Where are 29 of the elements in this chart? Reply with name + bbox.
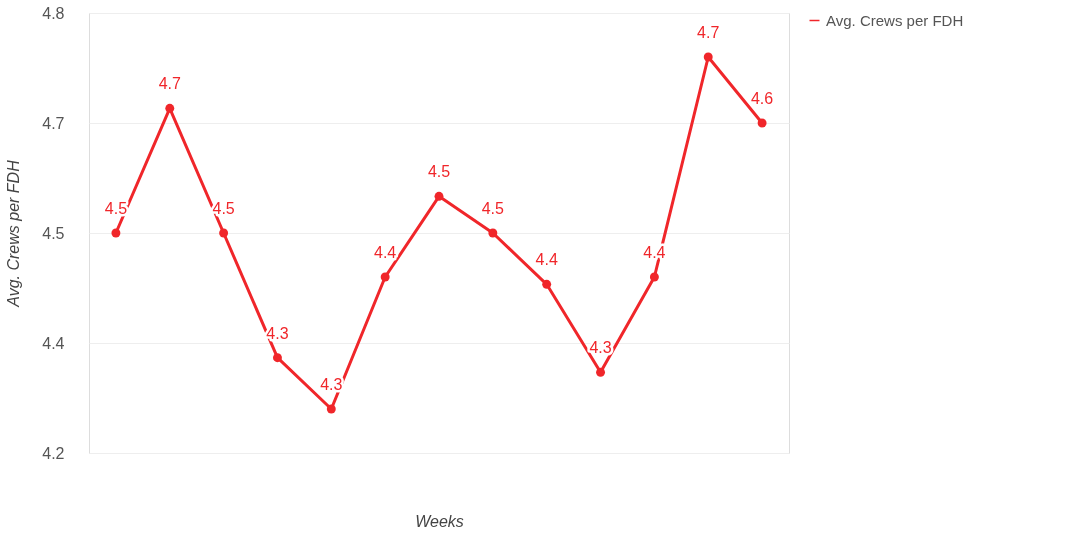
data-label: 4.4 — [535, 251, 558, 269]
data-label: 4.7 — [158, 75, 181, 93]
point — [703, 52, 713, 62]
data-label: 4.5 — [481, 200, 505, 217]
y-tick-label: 4.2 — [42, 444, 65, 462]
point — [488, 228, 498, 238]
data-label: 4.5 — [427, 163, 451, 181]
data-label: 4.6 — [750, 90, 774, 107]
y-axis-title: Avg. Crews per FDH — [5, 159, 23, 308]
legend-label: Avg. Crews per FDH — [826, 11, 964, 29]
point — [434, 191, 444, 201]
y-tick-label: 4.4 — [42, 334, 65, 352]
point — [111, 228, 121, 238]
data-label: 4.3 — [589, 339, 612, 357]
data-label: 4.4 — [374, 244, 397, 261]
y-tick-label: 4.8 — [42, 4, 65, 22]
point — [165, 103, 175, 113]
x-axis-title: Weeks — [415, 512, 464, 530]
y-tick-label: 4.5 — [42, 224, 65, 242]
point — [380, 272, 390, 282]
point — [542, 279, 552, 289]
point — [596, 367, 606, 377]
point — [649, 272, 659, 282]
y-tick-label: 4.7 — [42, 114, 65, 132]
point — [272, 353, 282, 363]
point — [757, 118, 767, 128]
data-label: 4.7 — [697, 24, 720, 41]
point — [326, 404, 336, 414]
point — [219, 228, 229, 238]
